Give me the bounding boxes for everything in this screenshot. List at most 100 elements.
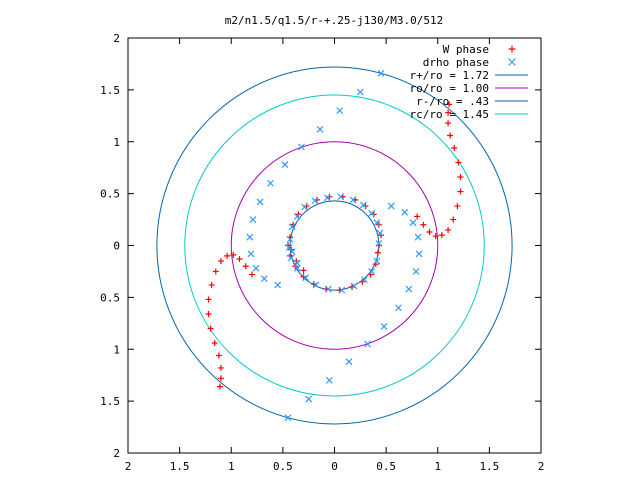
x-tick-label-6: 1 <box>434 460 441 473</box>
marker-s0-p29 <box>420 221 427 228</box>
marker-s1-p16 <box>287 254 295 262</box>
marker-s1-p10 <box>293 213 301 220</box>
marker-s1-p25 <box>373 257 381 265</box>
y-tick-label-4: 0 <box>113 240 120 253</box>
marker-s1-p48 <box>281 161 289 168</box>
marker-s1-p52 <box>356 88 364 96</box>
marker-s0-p47 <box>230 251 237 258</box>
marker-s1-p6 <box>337 193 345 201</box>
marker-s1-p28 <box>409 219 417 227</box>
marker-s0-p28 <box>414 213 421 220</box>
marker-s0-p11 <box>290 221 297 228</box>
marker-s0-p48 <box>224 252 231 259</box>
marker-s0-p41 <box>445 120 452 127</box>
marker-s0-p35 <box>454 203 461 210</box>
legend-label-0: W phase <box>443 43 489 56</box>
marker-s0-p53 <box>205 310 212 317</box>
marker-s0-p34 <box>450 216 457 223</box>
marker-s0-p37 <box>457 174 464 181</box>
y-tick-label-7: 1.5 <box>100 84 120 97</box>
marker-s0-p23 <box>349 284 356 290</box>
marker-s0-p16 <box>285 242 292 249</box>
marker-s1-p38 <box>305 395 313 403</box>
marker-s1-p29 <box>414 233 422 241</box>
marker-s1-p46 <box>256 198 264 206</box>
marker-s0-p15 <box>300 267 307 274</box>
marker-s1-p21 <box>338 286 346 294</box>
marker-s1-p5 <box>349 196 357 204</box>
x-tick-label-1: 1.5 <box>170 460 190 473</box>
marker-s1-p35 <box>364 340 371 348</box>
x-tick-label-0: 2 <box>125 460 132 473</box>
marker-s0-p43 <box>446 101 453 108</box>
marker-s0-p32 <box>438 232 445 239</box>
legend-marker-1 <box>508 58 516 66</box>
marker-s0-p51 <box>208 281 215 288</box>
marker-s1-p14 <box>293 259 301 267</box>
marker-s1-p19 <box>312 281 320 289</box>
marker-s0-p33 <box>445 226 452 233</box>
marker-s1-p30 <box>415 250 423 258</box>
marker-s1-p39 <box>284 414 292 422</box>
marker-s0-p4 <box>362 203 369 210</box>
marker-s1-p23 <box>361 276 368 284</box>
marker-s1-p18 <box>302 274 310 282</box>
y-tick-label-0: 2 <box>113 447 120 460</box>
marker-s1-p36 <box>345 358 353 366</box>
marker-s1-p2 <box>373 219 381 227</box>
marker-s0-p30 <box>426 229 433 236</box>
marker-s0-p9 <box>303 203 310 210</box>
marker-s1-p34 <box>380 323 388 330</box>
legend-label-5: rc/ro = 1.45 <box>410 108 489 121</box>
y-tick-label-1: 1.5 <box>100 395 120 408</box>
marker-s0-p56 <box>215 352 222 359</box>
marker-s0-p55 <box>211 340 218 347</box>
legend-marker-0 <box>508 45 516 53</box>
marker-s1-p50 <box>316 125 324 133</box>
axis-ticks: 2 1.5 1 0.5 0 0.5 1 1.5 221.510.500.511.52 <box>100 32 544 473</box>
marker-s1-p41 <box>260 275 268 283</box>
circle-series-0 <box>156 66 513 425</box>
marker-s1-p4 <box>359 201 367 209</box>
marker-s1-p17 <box>293 264 301 272</box>
marker-s0-p1 <box>377 232 384 239</box>
marker-s1-p40 <box>274 281 282 289</box>
marker-s1-p24 <box>368 268 376 275</box>
marker-s0-p42 <box>445 109 452 116</box>
marker-s0-p3 <box>370 211 377 218</box>
marker-s1-p20 <box>324 285 332 293</box>
legend-label-4: r-/ro = .43 <box>416 95 489 108</box>
marker-s1-p43 <box>247 250 255 258</box>
marker-s1-p51 <box>336 107 344 115</box>
marker-s0-p54 <box>207 325 214 332</box>
marker-s1-p32 <box>405 285 413 293</box>
marker-s1-p53 <box>377 69 385 77</box>
marker-s0-p39 <box>451 144 458 151</box>
marker-s1-p26 <box>387 202 395 210</box>
marker-s0-p57 <box>217 364 224 371</box>
marker-s0-p45 <box>242 263 249 270</box>
marker-s1-p45 <box>249 216 257 223</box>
x-tick-label-4: 0 <box>331 460 338 473</box>
y-tick-label-2: 1 <box>113 343 120 356</box>
marker-s1-p12 <box>286 235 294 243</box>
marker-s0-p46 <box>236 255 243 262</box>
marker-s1-p11 <box>288 223 296 231</box>
marker-s1-p27 <box>401 208 409 216</box>
marker-s1-p49 <box>298 143 305 151</box>
marker-s1-p44 <box>246 233 254 241</box>
marker-s0-p8 <box>313 196 320 203</box>
y-tick-label-8: 2 <box>113 32 120 45</box>
x-tick-label-7: 1.5 <box>479 460 499 473</box>
marker-s1-p3 <box>368 209 376 217</box>
marker-s0-p10 <box>295 211 302 218</box>
marker-s0-p52 <box>205 296 212 303</box>
data-markers <box>205 69 464 422</box>
y-tick-label-5: 0.5 <box>100 188 120 201</box>
marker-s0-p38 <box>455 159 462 166</box>
y-tick-label-3: 0.5 <box>100 291 120 304</box>
marker-s0-p50 <box>212 268 219 275</box>
marker-s0-p40 <box>447 132 454 139</box>
